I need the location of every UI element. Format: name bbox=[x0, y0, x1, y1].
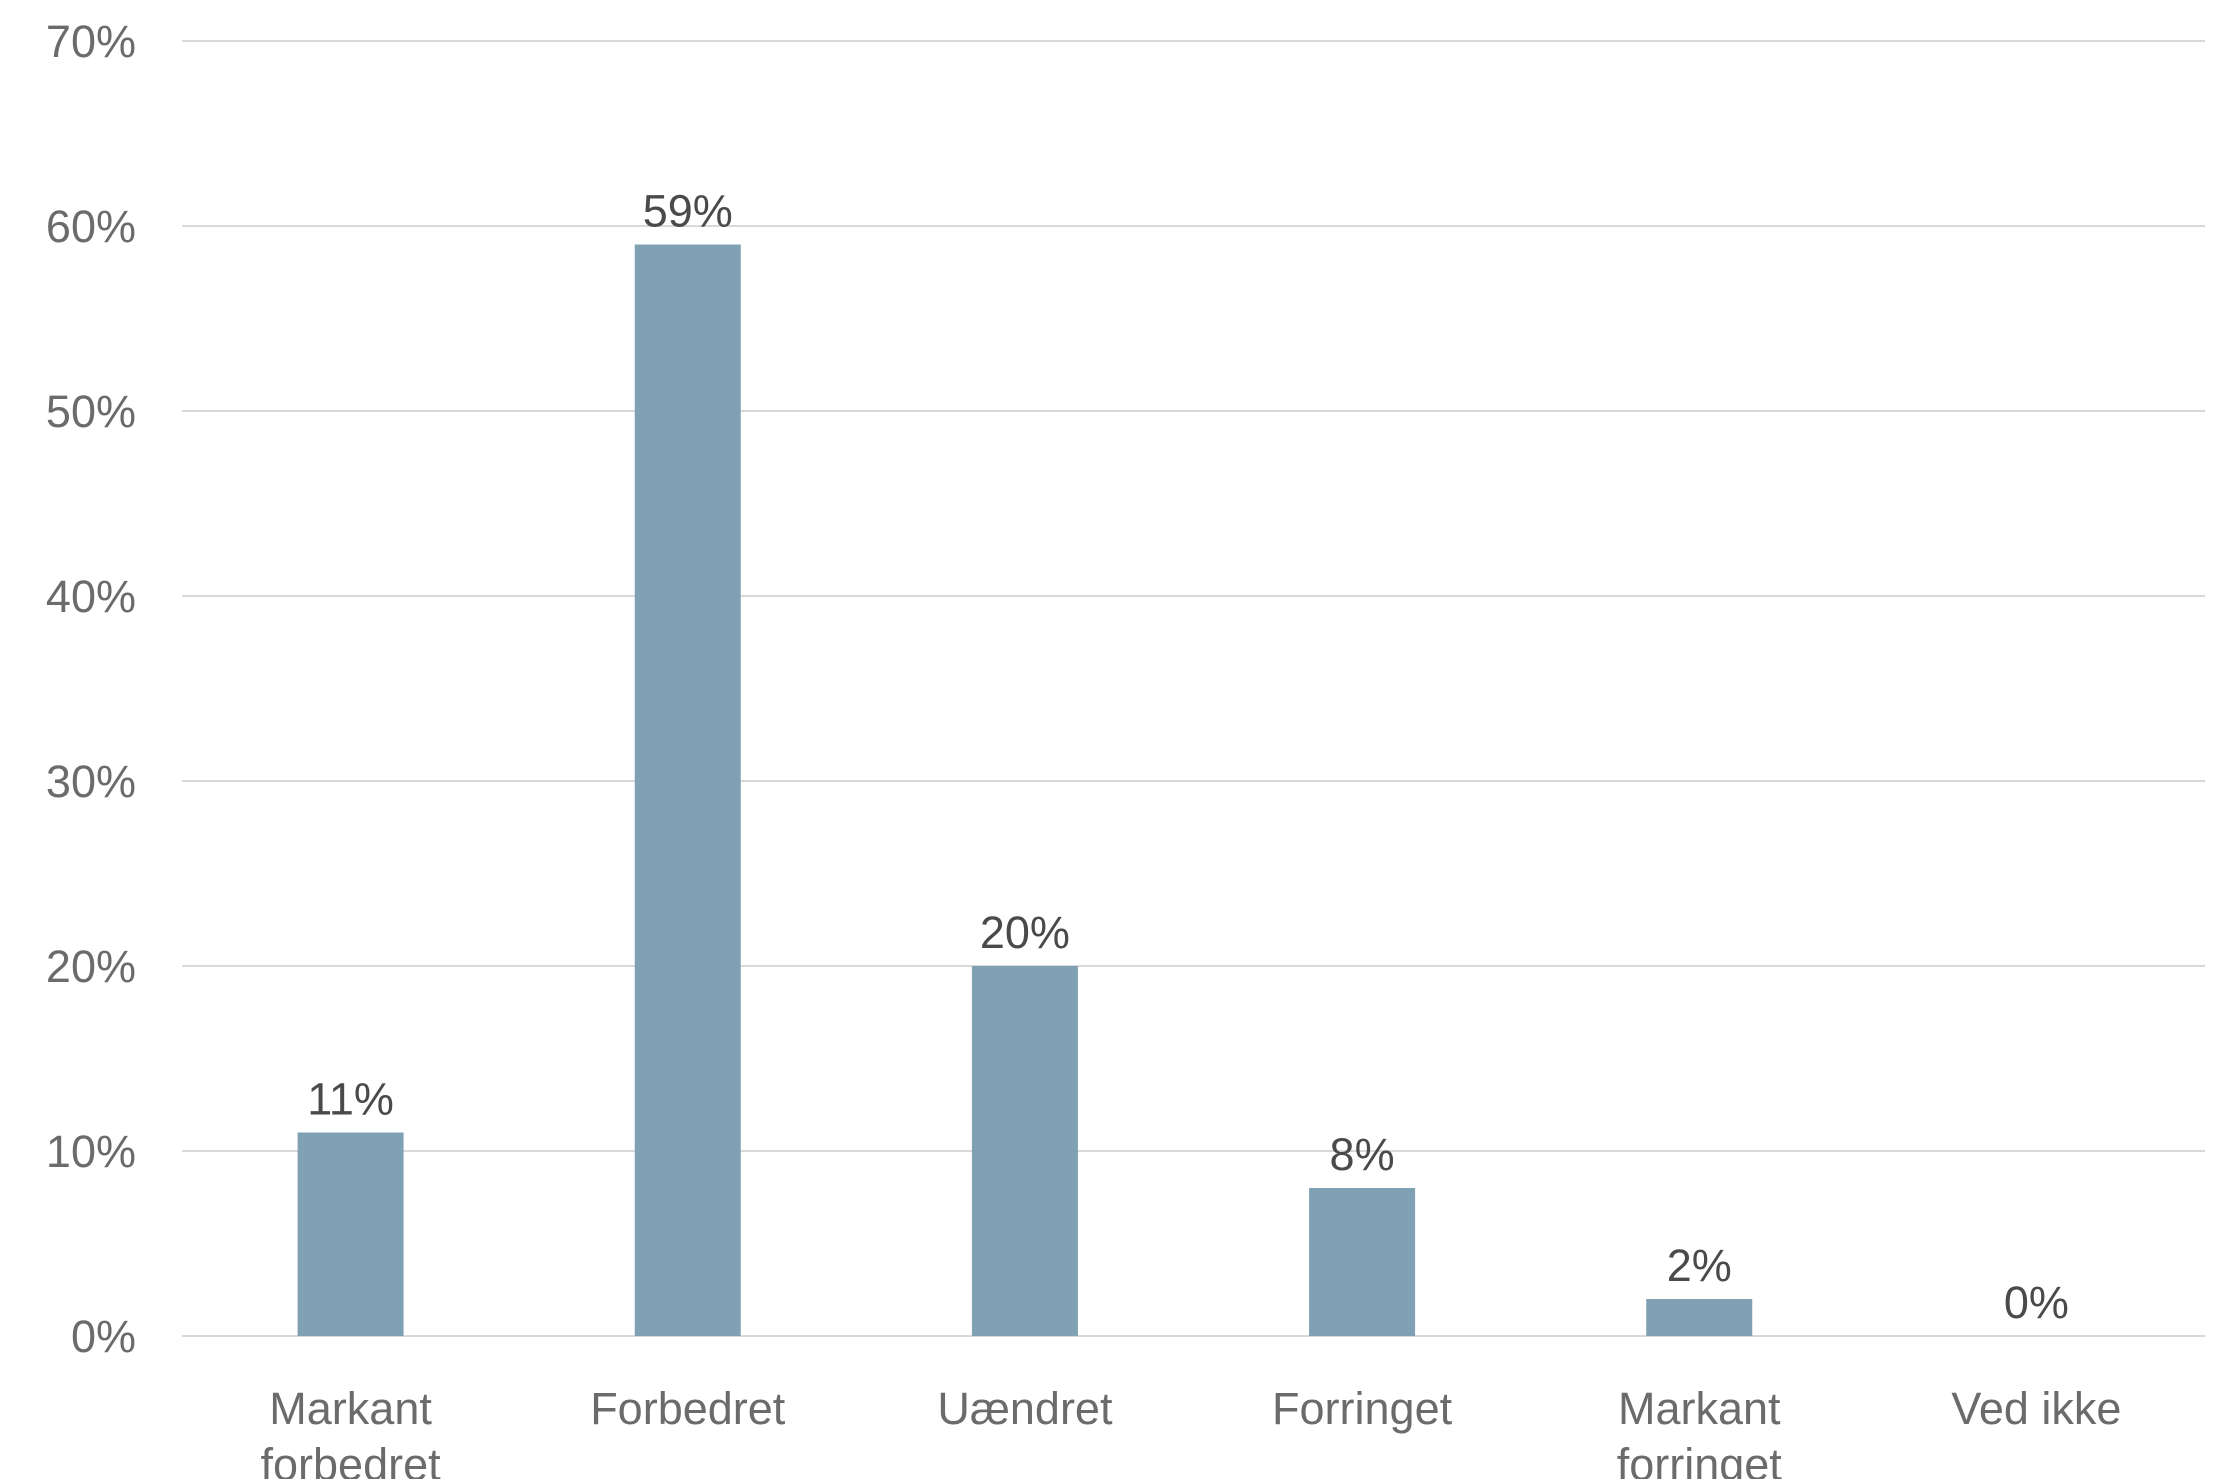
category-label-line: forbedret bbox=[261, 1439, 442, 1479]
category-label-line: Ved ikke bbox=[1951, 1383, 2121, 1434]
y-tick-label: 70% bbox=[46, 16, 136, 67]
data-label: 20% bbox=[980, 907, 1070, 958]
category-label-line: forringet bbox=[1617, 1439, 1783, 1479]
data-label: 59% bbox=[643, 186, 733, 237]
y-tick-label: 50% bbox=[46, 386, 136, 437]
category-label-line: Forringet bbox=[1272, 1383, 1453, 1434]
data-label: 2% bbox=[1667, 1240, 1732, 1291]
y-axis-tick-labels: 0% 10% 20% 30% 40% 50% 60% 70% bbox=[46, 16, 136, 1362]
category-label: Forbedret bbox=[590, 1383, 786, 1434]
bar bbox=[971, 966, 1078, 1336]
bars bbox=[297, 244, 1753, 1336]
gridlines bbox=[182, 40, 2205, 1337]
bar bbox=[297, 1132, 404, 1336]
category-label: Markant forbedret bbox=[261, 1383, 442, 1479]
data-label: 8% bbox=[1330, 1129, 1395, 1180]
y-tick-label: 10% bbox=[46, 1126, 136, 1177]
y-tick-label: 0% bbox=[71, 1311, 136, 1362]
y-tick-label: 30% bbox=[46, 756, 136, 807]
bar bbox=[1646, 1299, 1753, 1336]
category-label-line: Markant bbox=[1618, 1383, 1781, 1434]
bar bbox=[1309, 1188, 1416, 1336]
category-label-line: Markant bbox=[269, 1383, 432, 1434]
category-label: Ved ikke bbox=[1951, 1383, 2121, 1434]
x-axis-category-labels: Markant forbedret Forbedret Uændret Forringe… bbox=[261, 1383, 2122, 1484]
data-labels: 11% 59% 20% 8% 2% 0% bbox=[307, 186, 2069, 1329]
data-label: 0% bbox=[2004, 1277, 2069, 1328]
category-label: Markant forringet bbox=[1617, 1383, 1783, 1479]
category-label-line: Forbedret bbox=[590, 1383, 786, 1434]
bar bbox=[634, 244, 741, 1336]
data-label: 11% bbox=[307, 1074, 394, 1125]
y-tick-label: 60% bbox=[46, 201, 136, 252]
category-label-line: Uændret bbox=[937, 1383, 1113, 1434]
category-label: Uændret bbox=[937, 1383, 1113, 1434]
y-tick-label: 20% bbox=[46, 941, 136, 992]
category-label: Forringet bbox=[1272, 1383, 1453, 1434]
y-tick-label: 40% bbox=[46, 571, 136, 622]
